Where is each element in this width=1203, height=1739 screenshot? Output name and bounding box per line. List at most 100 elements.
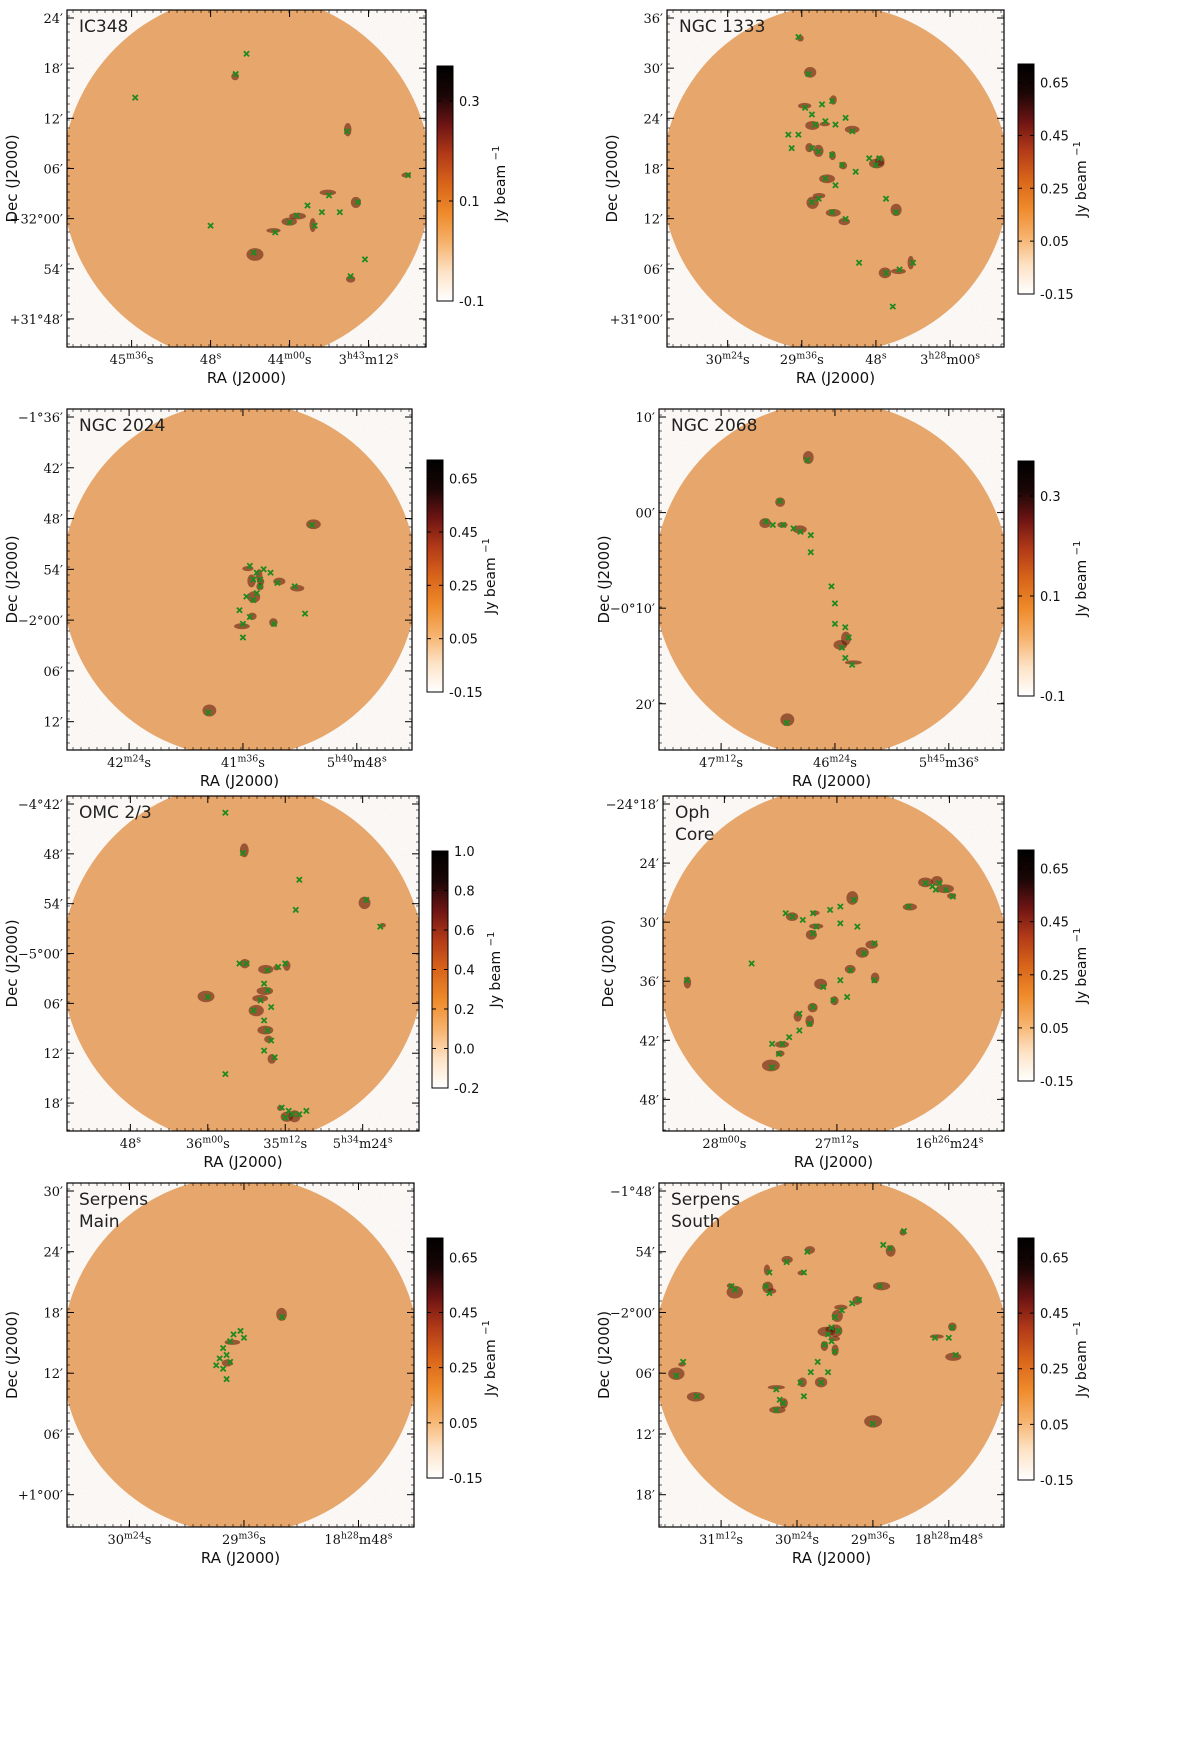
x-axis-label: RA (J2000) — [796, 369, 875, 387]
y-tick-label: −2°00′ — [610, 1306, 655, 1321]
colorbar-tick-label: 0.1 — [459, 195, 480, 210]
colorbar-label: Jy beam −1​ — [1072, 1321, 1090, 1398]
panel-ngc-2068: NGC 206810′00′−0°10′20′47m12​s46m24​s5h4… — [595, 402, 1090, 790]
colorbar-tick-label: -0.15 — [1040, 288, 1074, 303]
y-tick-label: 06′ — [636, 1367, 656, 1382]
x-tick-label: 27m12​s — [815, 1135, 859, 1152]
y-tick-label: 12′ — [44, 1047, 64, 1062]
y-tick-label: 54′ — [44, 898, 64, 913]
colorbar — [1018, 1238, 1034, 1480]
y-axis-label: Dec (J2000) — [3, 1311, 21, 1399]
y-tick-label: 12′ — [636, 1428, 656, 1443]
colorbar-tick-label: 0.8 — [454, 885, 475, 900]
panel-ngc-2024: NGC 2024 −1°36′ 42′ 48′ 54′ −2°00′ 06′ 12′ 42m24… — [3, 402, 499, 790]
x-tick-label: 48s​ — [120, 1135, 142, 1152]
y-tick-label: 48′ — [44, 513, 64, 528]
colorbar-label: Jy beam −1​ — [1072, 928, 1090, 1005]
colorbar-tick-label: 0.65 — [1040, 863, 1069, 878]
y-tick-label: 30′ — [44, 1185, 64, 1200]
panel-title: Serpens — [671, 1190, 740, 1210]
colorbar-label: Jy beam −1​ — [1072, 141, 1090, 218]
colorbar-tick-label: 0.05 — [1040, 1022, 1069, 1037]
map-area — [62, 0, 432, 363]
x-tick-label: 3h28​m00s​ — [920, 351, 980, 368]
colorbar-tick-label: 0.05 — [449, 633, 478, 648]
x-tick-label: 3h43​m12s​ — [339, 351, 399, 368]
panel-omc-2-3: OMC 2/3−4°42′48′54′−5°00′06′12′18′48s​36… — [3, 782, 504, 1171]
colorbar — [1018, 850, 1034, 1081]
panel-title: OMC 2/3 — [79, 803, 152, 823]
x-axis-label: RA (J2000) — [794, 1153, 873, 1171]
x-axis-label: RA (J2000) — [792, 772, 871, 790]
map-noise — [62, 402, 417, 757]
colorbar-tick-label: 0.05 — [1040, 235, 1069, 250]
emission-blob — [351, 197, 361, 208]
x-axis-label: RA (J2000) — [792, 1549, 871, 1567]
x-axis-label: RA (J2000) — [203, 1153, 282, 1171]
panel-serpens-south: SerpensSouth−1°48′54′−2°00′06′12′18′31m1… — [595, 1177, 1090, 1567]
map-noise — [654, 402, 1009, 757]
y-tick-label: 20′ — [636, 698, 656, 713]
y-tick-label: 24′ — [640, 857, 660, 872]
panel-title: South — [671, 1212, 720, 1232]
y-tick-label: 54′ — [44, 563, 64, 578]
colorbar-tick-label: 0.25 — [1040, 969, 1069, 984]
y-tick-label: 10′ — [636, 411, 656, 426]
x-tick-label: 29m36​s — [780, 351, 824, 368]
y-tick-label: 54′ — [636, 1246, 656, 1261]
y-axis-label: Dec (J2000) — [595, 535, 613, 623]
y-tick-label: 24′ — [44, 12, 64, 27]
y-tick-label: 30′ — [644, 62, 664, 77]
colorbar-tick-label: 0.45 — [449, 526, 478, 541]
panel-title: NGC 2068 — [671, 416, 757, 436]
colorbar-tick-label: 0.25 — [1040, 1363, 1069, 1378]
colorbar-tick-label: 1.0 — [454, 845, 475, 860]
x-tick-label: 46m24​s — [813, 754, 857, 771]
y-tick-label: 18′ — [44, 62, 64, 77]
y-tick-label: 00′ — [636, 507, 656, 522]
y-tick-label: 18′ — [44, 1097, 64, 1112]
colorbar-tick-label: 0.25 — [1040, 182, 1069, 197]
colorbar-tick-label: 0.05 — [449, 1417, 478, 1432]
y-tick-label: 18′ — [636, 1489, 656, 1504]
colorbar-label: Jy beam −1​ — [1072, 541, 1090, 618]
emission-blob — [891, 204, 902, 216]
emission-blob — [839, 218, 851, 225]
y-tick-label: −24°18′ — [606, 798, 659, 813]
y-tick-label: −1°36′ — [18, 411, 63, 426]
x-tick-label: 44m00​s — [268, 351, 312, 368]
colorbar-tick-label: 0.65 — [1040, 77, 1069, 92]
x-tick-label: 30m24​s — [706, 351, 750, 368]
panel-title: IC348 — [79, 17, 128, 37]
panel-oph-core: OphCore−24°18′24′30′36′42′48′28m00​s27m1… — [599, 788, 1090, 1171]
colorbar-tick-label: 0.45 — [449, 1306, 478, 1321]
y-axis-label: Dec (J2000) — [599, 919, 617, 1007]
colorbar — [1018, 64, 1034, 294]
y-tick-label: +1°00′ — [18, 1489, 63, 1504]
y-tick-label: −4°42′ — [18, 798, 63, 813]
y-tick-label: 24′ — [44, 1246, 64, 1261]
colorbar — [427, 460, 443, 692]
colorbar-tick-label: 0.45 — [1040, 129, 1069, 144]
y-tick-label: 42′ — [44, 462, 64, 477]
x-axis-label: RA (J2000) — [200, 772, 279, 790]
x-tick-label: 18h28​m48s​ — [324, 1531, 392, 1548]
y-tick-label: 48′ — [640, 1093, 660, 1108]
y-tick-label: 36′ — [644, 12, 664, 27]
colorbar-tick-label: 0.45 — [1040, 1307, 1069, 1322]
panel-title: Serpens — [79, 1190, 148, 1210]
colorbar-label: Jy beam −1​ — [486, 932, 504, 1009]
colorbar-tick-label: 0.65 — [449, 1251, 478, 1266]
panel-title: Oph — [675, 803, 710, 823]
y-tick-label: 30′ — [640, 916, 660, 931]
x-tick-label: 31m12​s — [699, 1531, 743, 1548]
colorbar-tick-label: 0.45 — [1040, 916, 1069, 931]
y-axis-label: Dec (J2000) — [595, 1311, 613, 1399]
colorbar-tick-label: 0.25 — [449, 579, 478, 594]
colorbar-label: Jy beam −1​ — [491, 146, 509, 223]
y-tick-label: 12′ — [44, 716, 64, 731]
y-tick-label: −5°00′ — [18, 948, 63, 963]
x-tick-label: 42m24​s — [107, 754, 151, 771]
x-tick-label: 35m12​s — [263, 1135, 307, 1152]
